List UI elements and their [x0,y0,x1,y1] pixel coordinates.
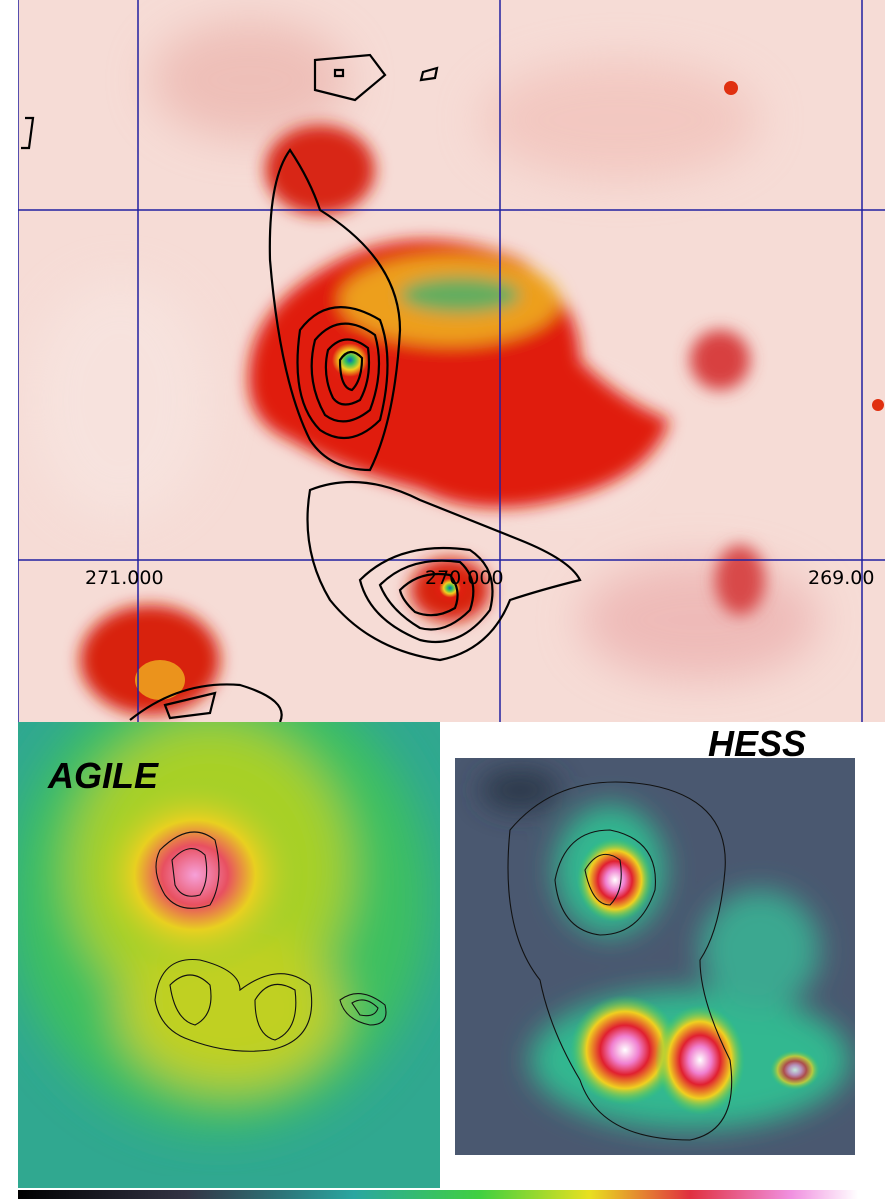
page: 271.000 270.000 269.00 AGILE HESS [0,0,885,1199]
coord-label: 270.000 [425,567,504,589]
hess-panel [455,758,855,1155]
agile-panel: AGILE [10,670,440,1188]
radio-map: 271.000 270.000 269.00 [18,0,885,722]
panel-label: AGILE [47,755,159,796]
figure: 271.000 270.000 269.00 AGILE HESS [0,0,885,1199]
colorbar [18,1190,858,1199]
coord-label: 271.000 [85,567,164,589]
panel-label: HESS [708,723,806,764]
agile-peak [85,775,305,975]
hess-peak [577,838,653,922]
hess-peak [655,1005,745,1115]
coord-label: 269.00 [808,567,874,589]
